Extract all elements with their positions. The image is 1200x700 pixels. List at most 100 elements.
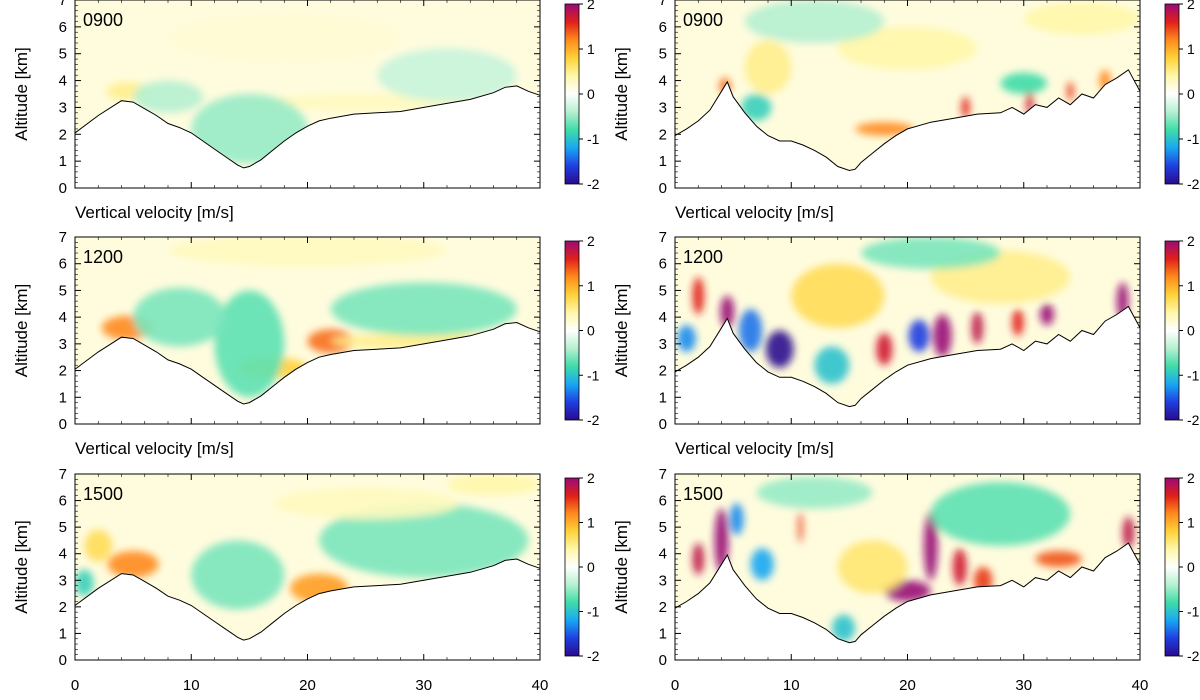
y-tick-label: 3 — [659, 336, 667, 353]
time-label: 1200 — [683, 247, 723, 267]
field-feature — [756, 476, 873, 509]
velocity-field — [75, 237, 540, 404]
colorbar-tick-label: -1 — [1187, 131, 1200, 147]
y-tick-label: 7 — [59, 466, 67, 483]
y-tick-label: 7 — [59, 0, 67, 9]
colorbar-tick-label: -1 — [1187, 367, 1200, 383]
colorbar-tick-label: -1 — [1187, 604, 1200, 620]
y-tick-label: 7 — [59, 229, 67, 246]
colorbar-tick-label: 1 — [1187, 278, 1195, 294]
field-feature — [272, 487, 459, 520]
y-tick-label: 6 — [659, 19, 667, 36]
y-tick-label: 5 — [659, 519, 667, 536]
y-tick-label: 7 — [659, 466, 667, 483]
y-tick-label: 4 — [59, 309, 67, 326]
terrain-line — [674, 69, 1141, 172]
field-feature — [330, 282, 517, 336]
y-tick-label: 6 — [659, 256, 667, 273]
field-feature — [1035, 551, 1082, 567]
field-feature — [1066, 81, 1074, 101]
panel-1200-col1: 0 1 2 3 4 5 6 7 Altitude [km] 1200 Vertical veloci… — [612, 229, 1200, 458]
y-tick-label: 2 — [59, 363, 67, 380]
x-axis-title: Vertical velocity [m/s] — [675, 439, 834, 458]
y-tick-label: 3 — [659, 99, 667, 116]
field-feature — [133, 287, 227, 347]
field-feature — [798, 511, 803, 543]
x-axis-title: Vertical velocity [m/s] — [75, 203, 234, 222]
colorbar-tick-label: -2 — [587, 412, 600, 428]
field-feature — [832, 614, 856, 642]
colorbar-tick-label: -2 — [587, 648, 600, 664]
field-feature — [168, 237, 447, 267]
field-feature — [1000, 72, 1048, 95]
field-feature — [750, 548, 774, 581]
velocity-field — [675, 0, 1140, 171]
y-tick-label: 2 — [59, 599, 67, 616]
field-feature — [1012, 309, 1024, 336]
y-tick-label: 5 — [59, 46, 67, 63]
y-tick-label: 5 — [659, 46, 667, 63]
y-tick-label: 0 — [659, 416, 667, 433]
x-tick-label: 30 — [1015, 677, 1032, 694]
y-axis-title: Altitude [km] — [12, 520, 31, 614]
field-feature — [908, 319, 930, 352]
field-feature — [933, 314, 952, 358]
field-feature — [720, 295, 735, 328]
y-tick-label: 1 — [59, 625, 67, 642]
colorbar-tick-label: 1 — [587, 515, 595, 531]
colorbar-tick-label: 0 — [1187, 559, 1195, 575]
y-tick-label: 0 — [59, 652, 67, 669]
field-feature — [744, 0, 885, 43]
field-feature — [961, 96, 970, 119]
field-feature — [973, 567, 993, 594]
field-feature — [814, 346, 850, 384]
y-tick-label: 5 — [659, 282, 667, 299]
x-axis-title: Vertical velocity [m/s] — [675, 203, 834, 222]
y-axis-title: Altitude [km] — [12, 284, 31, 378]
colorbar-tick-label: -2 — [1187, 648, 1200, 664]
field-feature — [729, 503, 744, 536]
terrain-line — [674, 542, 1141, 644]
y-tick-label: 0 — [659, 652, 667, 669]
field-feature — [107, 551, 159, 578]
panel-0900-col0: 0 1 2 3 4 5 6 7 Altitude [km] 0900 Vertical veloci… — [12, 0, 600, 222]
colorbar-tick-label: -2 — [587, 176, 600, 192]
y-tick-label: 1 — [659, 389, 667, 406]
field-feature — [923, 511, 938, 581]
x-tick-label: 10 — [783, 677, 800, 694]
colorbar-tick-label: 1 — [1187, 515, 1195, 531]
colorbar-bar — [1164, 240, 1180, 421]
terrain-line — [74, 321, 541, 405]
field-feature — [855, 122, 914, 136]
y-tick-label: 3 — [59, 572, 67, 589]
y-tick-label: 6 — [659, 493, 667, 510]
terrain-line — [74, 85, 541, 169]
y-tick-label: 4 — [59, 73, 67, 90]
x-axis-title: Vertical velocity [m/s] — [75, 439, 234, 458]
panel-0900-col1: 0 1 2 3 4 5 6 7 Altitude [km] 0900 Vertical veloci… — [612, 0, 1200, 222]
time-label: 0900 — [83, 10, 123, 30]
colorbar-tick-label: 0 — [587, 559, 595, 575]
x-tick-label: 0 — [671, 677, 679, 694]
colorbar-tick-label: 2 — [587, 470, 595, 486]
field-feature — [133, 80, 203, 113]
colorbar-tick-label: -2 — [1187, 176, 1200, 192]
y-tick-label: 6 — [59, 493, 67, 510]
y-tick-label: 7 — [659, 0, 667, 9]
time-label: 0900 — [683, 10, 723, 30]
colorbar-tick-label: -1 — [587, 604, 600, 620]
colorbar-tick-label: 0 — [587, 323, 595, 339]
field-feature — [290, 573, 349, 603]
field-feature — [319, 503, 529, 578]
y-tick-label: 4 — [659, 309, 667, 326]
field-feature — [1099, 69, 1111, 92]
colorbar-tick-label: 0 — [587, 86, 595, 102]
colorbar-bar — [1164, 3, 1180, 185]
y-tick-label: 1 — [59, 389, 67, 406]
colorbar-tick-label: 1 — [1187, 41, 1195, 57]
colorbar-tick-label: 2 — [1187, 470, 1195, 486]
y-tick-label: 0 — [59, 180, 67, 197]
